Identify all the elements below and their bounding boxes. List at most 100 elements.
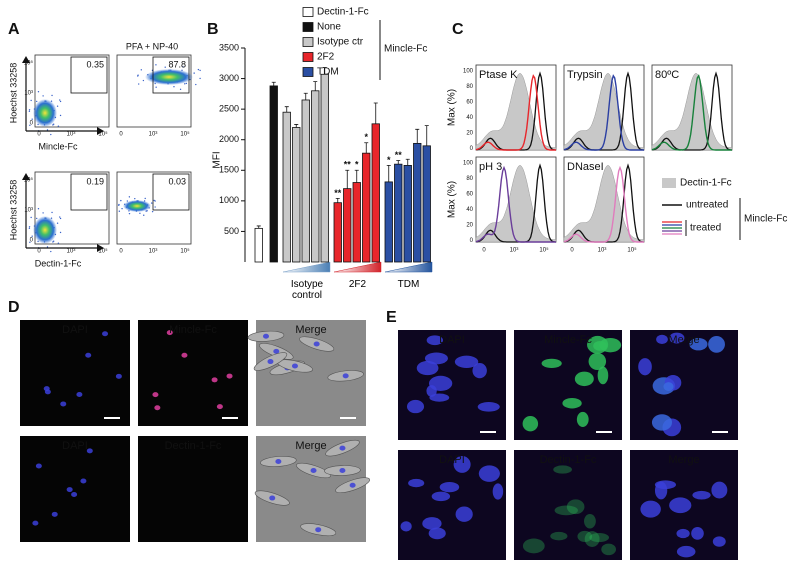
- flow-dot: [30, 99, 32, 102]
- stain: [472, 363, 487, 379]
- stain: [691, 527, 704, 540]
- stain: [554, 505, 578, 516]
- significance: *: [387, 155, 391, 165]
- channel-label: Merge: [668, 334, 699, 346]
- x-tick-label: 10⁵: [180, 248, 190, 255]
- bar: [254, 227, 263, 263]
- stain: [522, 416, 539, 432]
- flow-dot: [42, 95, 44, 97]
- y-tick-label: 10³: [24, 208, 33, 214]
- flow-dot: [155, 64, 157, 66]
- flow-dot: [140, 69, 143, 71]
- channel-label: DAPI: [62, 440, 88, 452]
- bar: [384, 181, 393, 263]
- flow-dot: [120, 199, 122, 202]
- flow-dot: [28, 110, 31, 112]
- stain: [406, 399, 425, 414]
- flow-dot: [51, 94, 53, 97]
- x-tick-label: 10⁵: [539, 247, 549, 254]
- error-bar: [364, 142, 369, 154]
- y-axis-label: Max (%): [447, 181, 458, 218]
- x-axis-label: Mincle-Fc: [38, 141, 78, 151]
- flow-dot: [121, 207, 123, 210]
- flow-dot: [56, 105, 59, 107]
- x-tick-label: 10³: [149, 132, 158, 138]
- bar: [301, 99, 310, 263]
- bar: [394, 163, 403, 263]
- untreated-histogram: [475, 163, 557, 243]
- significance: **: [344, 160, 352, 170]
- stain: [60, 401, 67, 407]
- flow-density: [123, 200, 151, 212]
- flow-dot: [59, 231, 62, 234]
- stain: [522, 538, 545, 554]
- flow-dot: [155, 86, 157, 88]
- micrograph: [20, 320, 130, 426]
- arrow-head: [97, 244, 104, 252]
- legend-swatch: [302, 22, 314, 32]
- stain: [550, 531, 568, 541]
- stain: [315, 527, 322, 533]
- x-tick-label: 10⁵: [627, 247, 637, 254]
- channel-label: DAPI: [62, 324, 88, 336]
- stain: [566, 499, 585, 515]
- micrograph: [20, 436, 130, 542]
- flow-dot: [164, 66, 166, 68]
- stain: [66, 487, 73, 493]
- y-tick-label: 2500: [219, 104, 239, 114]
- stain: [86, 448, 93, 454]
- flow-dot: [193, 72, 195, 74]
- treated-histogram: [563, 74, 644, 151]
- bar: [333, 202, 342, 263]
- flow-dot: [46, 129, 49, 131]
- error-bar: [354, 169, 359, 183]
- stain: [541, 358, 562, 369]
- stain: [273, 348, 280, 354]
- treatment-label: pH 3: [479, 161, 502, 173]
- stain: [85, 352, 92, 358]
- flow-dot: [182, 66, 184, 68]
- stain: [455, 506, 473, 522]
- untreated-histogram: [563, 71, 645, 151]
- y-tick-label: 500: [224, 226, 239, 236]
- stain: [553, 465, 572, 474]
- bar: [269, 85, 278, 263]
- stain: [32, 520, 39, 526]
- gate: [152, 173, 190, 211]
- stain: [676, 528, 690, 539]
- legend-swatch: [662, 178, 676, 188]
- legend-swatch: [302, 67, 314, 77]
- x-tick-label: 0: [37, 249, 41, 255]
- bar: [413, 142, 422, 263]
- flow-dot: [199, 69, 201, 72]
- stain: [478, 465, 500, 482]
- flow-dot: [57, 125, 60, 127]
- x-tick-label: 10⁵: [98, 131, 108, 138]
- stain: [291, 363, 298, 369]
- stain: [454, 355, 479, 368]
- flow-dot: [144, 197, 146, 200]
- stain: [262, 333, 269, 339]
- flow-dot: [37, 91, 40, 93]
- channel-label: Mincle-Fc: [169, 324, 217, 336]
- channel-label: Merge: [668, 454, 699, 466]
- stain: [154, 405, 161, 411]
- y-tick-label: 40: [466, 115, 473, 121]
- y-tick-label: 1500: [219, 165, 239, 175]
- flow-dot: [52, 123, 55, 125]
- treatment-label: Trypsin: [567, 69, 603, 81]
- flow-density: [33, 99, 57, 127]
- stain: [656, 334, 668, 344]
- y-tick-label: 10⁵: [24, 60, 34, 67]
- flow-dot: [31, 118, 33, 120]
- flow-dot: [154, 206, 156, 208]
- flow-dot: [195, 83, 197, 86]
- stain: [663, 382, 674, 391]
- legend-label: TDM: [317, 67, 339, 78]
- stain: [76, 391, 83, 397]
- gate-value: 0.35: [86, 59, 104, 69]
- error-bar: [415, 128, 420, 144]
- stain: [588, 352, 607, 370]
- flow-dot: [137, 75, 139, 77]
